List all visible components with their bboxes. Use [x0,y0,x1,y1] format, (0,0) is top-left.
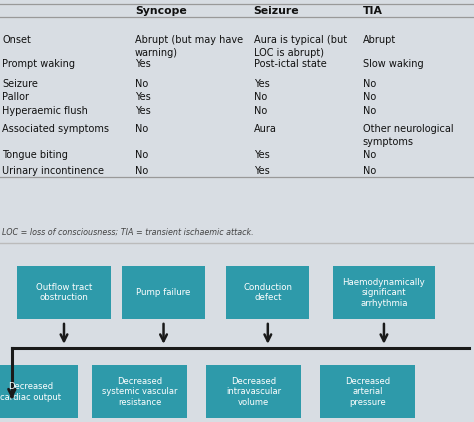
Text: No: No [135,150,148,160]
Text: No: No [254,92,267,102]
Text: Pallor: Pallor [2,92,29,102]
Text: Decreased
intravascular
volume: Decreased intravascular volume [226,377,281,407]
Text: Conduction
defect: Conduction defect [243,283,292,302]
Text: Outflow tract
obstruction: Outflow tract obstruction [36,283,92,302]
Text: Prompt waking: Prompt waking [2,60,75,70]
Text: Post-ictal state: Post-ictal state [254,60,326,70]
Text: Abrupt (but may have
warning): Abrupt (but may have warning) [135,35,243,57]
Text: LOC = loss of consciousness; TIA = transient ischaemic attack.: LOC = loss of consciousness; TIA = trans… [2,227,254,237]
Text: No: No [363,92,376,102]
Bar [122,266,205,319]
Text: Decreased
systemic vascular
resistance: Decreased systemic vascular resistance [102,377,178,407]
Text: Syncope: Syncope [135,6,187,16]
Text: Associated symptoms: Associated symptoms [2,124,109,134]
Text: Haemodynamically
significant
arrhythmia: Haemodynamically significant arrhythmia [343,278,425,308]
Text: Abrupt: Abrupt [363,35,396,45]
Text: Seizure: Seizure [254,6,299,16]
Text: Yes: Yes [254,150,269,160]
Text: Hyperaemic flush: Hyperaemic flush [2,106,88,116]
Bar [92,365,187,419]
Text: Decreased
arterial
pressure: Decreased arterial pressure [345,377,390,407]
Text: Onset: Onset [2,35,31,45]
Text: No: No [254,106,267,116]
Text: Other neurological
symptoms: Other neurological symptoms [363,124,453,146]
Bar [226,266,309,319]
Text: No: No [135,79,148,89]
Text: Yes: Yes [254,166,269,176]
Bar [17,266,111,319]
Text: No: No [135,124,148,134]
Bar [320,365,415,419]
Text: Yes: Yes [135,106,151,116]
Text: Urinary incontinence: Urinary incontinence [2,166,104,176]
Bar [0,365,78,419]
Text: Yes: Yes [135,92,151,102]
Text: Aura: Aura [254,124,276,134]
Text: TIA: TIA [363,6,383,16]
Text: No: No [135,166,148,176]
Text: No: No [363,106,376,116]
Text: Seizure: Seizure [2,79,38,89]
Text: Decreased
cardiac output: Decreased cardiac output [0,382,61,402]
Text: Yes: Yes [254,79,269,89]
Text: Yes: Yes [135,60,151,70]
Text: No: No [363,166,376,176]
Text: Aura is typical (but
LOC is abrupt): Aura is typical (but LOC is abrupt) [254,35,346,57]
Text: Pump failure: Pump failure [137,288,191,297]
Text: Slow waking: Slow waking [363,60,423,70]
Text: No: No [363,79,376,89]
Bar [333,266,435,319]
Bar [206,365,301,419]
Text: No: No [363,150,376,160]
Text: Tongue biting: Tongue biting [2,150,68,160]
